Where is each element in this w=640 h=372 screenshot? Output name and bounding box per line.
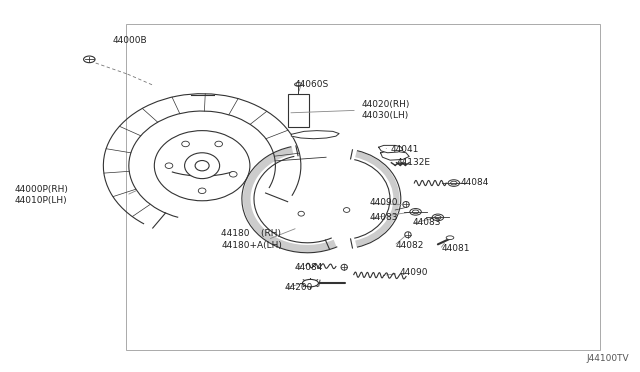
Text: 44081: 44081 [441, 244, 470, 253]
Text: 44030(LH): 44030(LH) [362, 111, 409, 121]
Polygon shape [379, 145, 403, 153]
Text: 44083: 44083 [370, 213, 398, 222]
Text: 44200: 44200 [285, 283, 314, 292]
Ellipse shape [182, 141, 189, 147]
Text: 44180    (RH): 44180 (RH) [221, 230, 281, 238]
Ellipse shape [294, 83, 302, 86]
Ellipse shape [410, 209, 421, 215]
Ellipse shape [448, 180, 460, 186]
Ellipse shape [84, 56, 95, 62]
Ellipse shape [432, 214, 444, 221]
Polygon shape [381, 151, 409, 160]
Ellipse shape [198, 188, 206, 193]
Text: 44090: 44090 [370, 198, 398, 207]
Text: 44082: 44082 [395, 241, 424, 250]
Text: 44084: 44084 [460, 178, 488, 187]
Ellipse shape [341, 264, 348, 270]
Text: 44060S: 44060S [294, 80, 329, 89]
Ellipse shape [344, 208, 350, 212]
Ellipse shape [184, 153, 220, 179]
Text: 44090: 44090 [399, 268, 428, 277]
Text: 44180+A(LH): 44180+A(LH) [221, 241, 282, 250]
Ellipse shape [446, 236, 454, 240]
Text: 44084: 44084 [294, 263, 323, 272]
Ellipse shape [403, 202, 409, 208]
Text: 44000B: 44000B [113, 36, 148, 45]
Text: 44041: 44041 [390, 145, 419, 154]
Bar [288, 94, 308, 127]
Ellipse shape [404, 232, 411, 238]
Bar [125, 23, 600, 350]
Ellipse shape [229, 171, 237, 177]
Text: 44010P(LH): 44010P(LH) [14, 196, 67, 205]
Polygon shape [291, 131, 339, 139]
Text: 44000P(RH): 44000P(RH) [14, 185, 68, 194]
Ellipse shape [165, 163, 173, 169]
Ellipse shape [195, 161, 209, 171]
Ellipse shape [451, 181, 457, 185]
Ellipse shape [412, 210, 419, 214]
Text: 44083: 44083 [412, 218, 441, 227]
Ellipse shape [303, 279, 319, 287]
Text: J44100TV: J44100TV [586, 354, 629, 363]
Ellipse shape [298, 211, 305, 216]
Text: 44020(RH): 44020(RH) [362, 100, 410, 109]
Ellipse shape [215, 141, 223, 147]
Ellipse shape [435, 215, 441, 219]
Text: 44132E: 44132E [396, 157, 431, 167]
